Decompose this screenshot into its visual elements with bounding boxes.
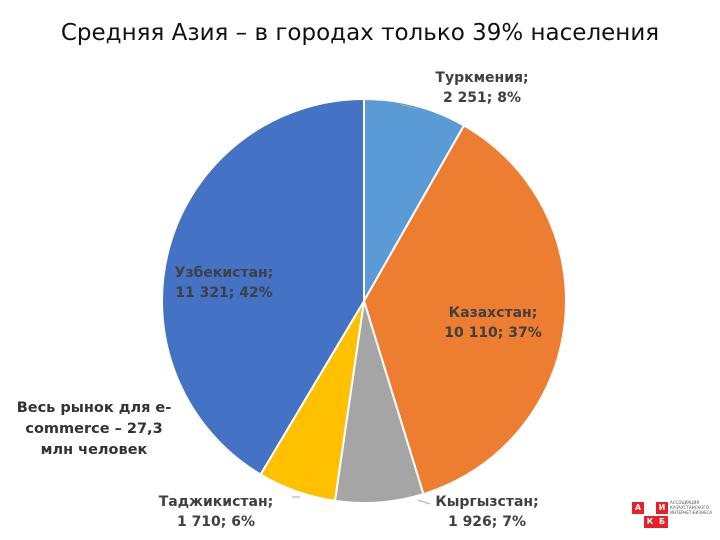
slice-label-4: Узбекистан; 11 321; 42%	[175, 265, 274, 301]
logo-letter-a: А	[632, 502, 644, 514]
slice-label-1: Казахстан; 10 110; 37%	[444, 305, 542, 341]
leader-line-0	[399, 103, 418, 109]
slice-label-3: Таджикистан; 1 710; 6%	[159, 494, 274, 530]
market-size-note: Весь рынок для e-commerce – 27,3 млн чел…	[16, 400, 172, 458]
pie-slice-4	[161, 97, 365, 476]
logo-letter-k: К	[644, 516, 656, 528]
logo-letter-b: Б	[656, 516, 668, 528]
pie-slice-1	[362, 124, 567, 496]
logo-letter-i: И	[656, 502, 668, 514]
pie-slice-0	[363, 97, 466, 305]
page-title: Средняя Азия – в городах только 39% насе…	[60, 20, 660, 46]
slice-label-0: Туркмения; 2 251; 8%	[435, 70, 528, 106]
akib-logo: А И К Б АССОЦИАЦИЯ КАЗАХСТАНСКОГО ИНТЕРН…	[628, 492, 720, 540]
logo-text: АССОЦИАЦИЯ КАЗАХСТАНСКОГО ИНТЕРНЕТ-БИЗНЕ…	[670, 500, 713, 515]
slice-label-2: Кыргызстан; 1 926; 7%	[435, 494, 538, 530]
leader-line-1	[417, 499, 431, 505]
